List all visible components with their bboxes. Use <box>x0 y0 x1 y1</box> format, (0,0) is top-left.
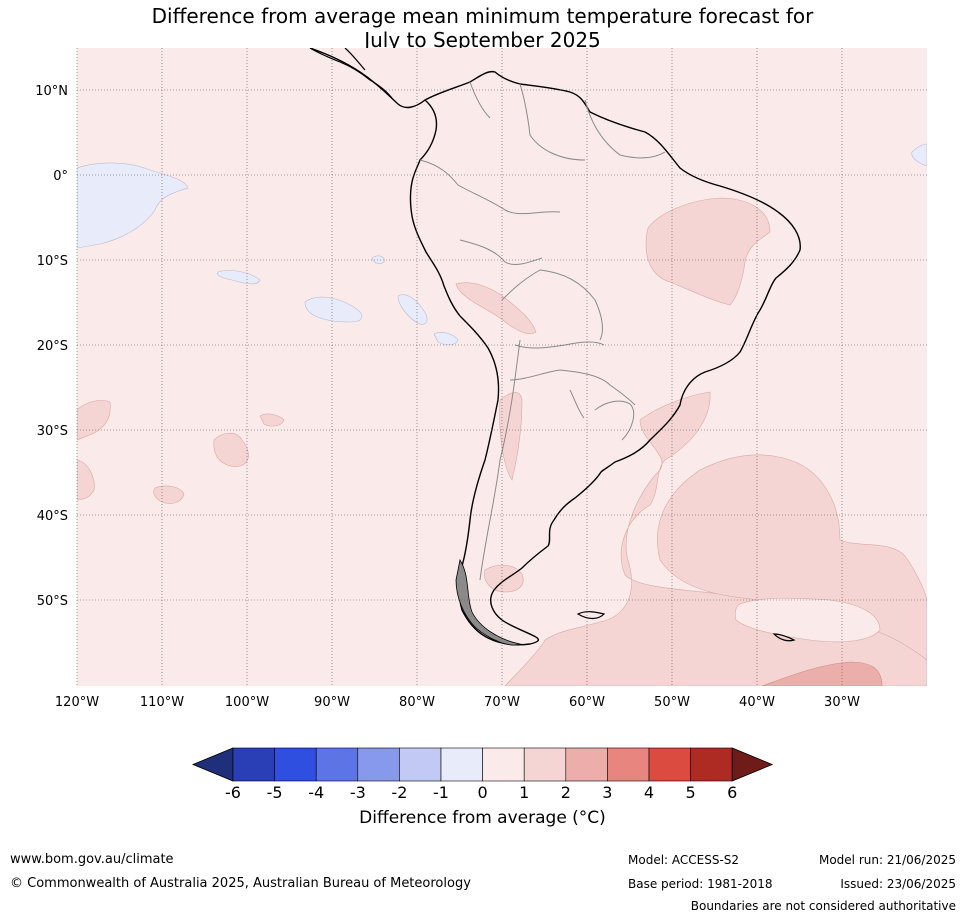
falkland-islands <box>576 611 606 620</box>
colorbar-segment <box>399 747 442 782</box>
colorbar-label: Difference from average (°C) <box>359 808 606 828</box>
issued-date: Issued: 23/06/2025 <box>840 877 956 891</box>
website-link[interactable]: www.bom.gov.au/climate <box>10 852 174 867</box>
colorbar-segment <box>232 747 275 782</box>
copyright-text: © Commonwealth of Australia 2025, Austra… <box>10 876 471 891</box>
warm-anomaly-patch-argentina <box>499 392 523 481</box>
warm-anomaly-patch-pacific-5 <box>259 413 285 427</box>
neutral-anomaly-hole <box>734 597 881 643</box>
lon-label: 70°W <box>484 695 520 710</box>
colorbar-segment <box>565 747 608 782</box>
colorbar-segment <box>274 747 317 782</box>
lon-label: 80°W <box>399 695 435 710</box>
lon-label: 30°W <box>824 695 860 710</box>
cool-anomaly-patch-6 <box>371 255 385 264</box>
colorbar-tick-labels: -6 -5 -4 -3 -2 -1 0 1 2 3 4 5 6 <box>225 783 737 802</box>
warm-anomaly-patch-pacific-2 <box>77 459 95 501</box>
colorbar-segment <box>690 747 733 782</box>
colorbar-tick-label: -3 <box>350 783 366 802</box>
south-america-coastline <box>309 48 801 646</box>
latitude-labels: 10°N 0° 10°S 20°S 30°S 40°S 50°S <box>35 84 68 609</box>
colorbar-tick-label: 1 <box>519 783 529 802</box>
colorbar-tick-label: 2 <box>561 783 571 802</box>
warm-anomaly-patch-pacific-1 <box>77 400 111 441</box>
strong-warm-anomaly-patch <box>761 661 883 686</box>
colorbar-tick-label: -2 <box>391 783 407 802</box>
colorbar-tick-label: 6 <box>727 783 737 802</box>
anomaly-shading <box>77 48 927 686</box>
title-line-1: Difference from average mean minimum tem… <box>151 4 814 28</box>
country-boundaries <box>419 81 666 581</box>
colorbar-segment <box>357 747 400 782</box>
model-name: Model: ACCESS-S2 <box>628 853 740 867</box>
colorbar-segment <box>523 747 567 782</box>
central-america-coastline <box>309 48 393 99</box>
lon-label: 90°W <box>314 695 350 710</box>
colorbar <box>191 747 774 782</box>
warm-anomaly-patch-brazil <box>645 197 771 306</box>
warm-anomaly-patch-patagonia <box>484 564 524 593</box>
colorbar-segment <box>315 747 359 782</box>
cool-anomaly-patch-4 <box>397 294 428 325</box>
lon-label: 60°W <box>569 695 605 710</box>
lon-label: 40°W <box>739 695 775 710</box>
longitude-labels: 120°W 110°W 100°W 90°W 80°W 70°W 60°W 50… <box>55 695 860 710</box>
colorbar-tick-label: 5 <box>686 783 696 802</box>
lat-label: 10°S <box>37 254 68 269</box>
cool-anomaly-patch-pacific <box>77 162 189 249</box>
colorbar-segment <box>482 747 525 782</box>
colorbar-tick-label: 3 <box>602 783 612 802</box>
colorbar-tick-label: -5 <box>267 783 283 802</box>
boundaries-disclaimer: Boundaries are not considered authoritat… <box>690 899 956 913</box>
colorbar-tick-label: 4 <box>644 783 654 802</box>
model-run-date: Model run: 21/06/2025 <box>818 853 956 867</box>
lon-label: 50°W <box>654 695 690 710</box>
colorbar-tick-label: -4 <box>308 783 324 802</box>
cool-anomaly-patch-atlantic <box>911 143 927 167</box>
south-georgia <box>772 633 796 642</box>
lon-label: 110°W <box>140 695 184 710</box>
tierra-del-fuego <box>455 558 522 646</box>
warm-anomaly-patch-andes <box>455 282 537 334</box>
warm-anomaly-patch-pacific-3 <box>213 432 249 467</box>
cool-anomaly-patch-3 <box>304 296 363 323</box>
colorbar-segment <box>607 747 650 782</box>
graticule <box>76 48 927 686</box>
warm-anomaly-patch-pacific-4 <box>153 485 185 504</box>
colorbar-tick-label: -1 <box>433 783 449 802</box>
lat-label: 40°S <box>37 509 68 524</box>
lon-label: 120°W <box>55 695 99 710</box>
colorbar-segment <box>440 747 483 782</box>
cool-anomaly-patch-5 <box>433 332 459 346</box>
colorbar-arrow-high <box>731 747 774 782</box>
lon-label: 100°W <box>225 695 269 710</box>
colorbar-tick-label: 0 <box>478 783 488 802</box>
lat-label: 10°N <box>35 84 68 99</box>
colorbar-segment <box>648 747 691 782</box>
lat-label: 20°S <box>37 339 68 354</box>
cool-anomaly-patch-2 <box>217 270 261 285</box>
colorbar-arrow-low <box>191 747 234 782</box>
map-title: Difference from average mean minimum tem… <box>0 4 965 52</box>
colorbar-tick-label: -6 <box>225 783 241 802</box>
base-period: Base period: 1981-2018 <box>628 877 773 891</box>
lat-label: 0° <box>53 169 68 184</box>
lat-label: 50°S <box>37 594 68 609</box>
lat-label: 30°S <box>37 424 68 439</box>
